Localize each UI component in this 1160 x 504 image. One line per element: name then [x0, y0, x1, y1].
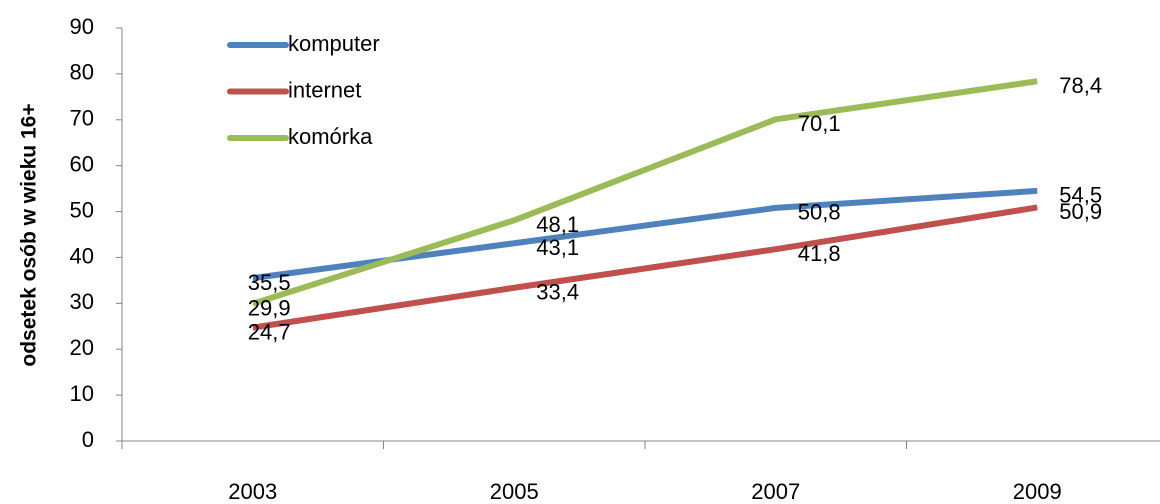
- legend-label: komputer: [288, 31, 380, 56]
- x-tick-label: 2003: [228, 479, 277, 504]
- data-label: 50,8: [798, 200, 841, 225]
- data-label: 54,5: [1059, 183, 1102, 208]
- data-label: 35,5: [248, 270, 291, 295]
- data-label: 24,7: [248, 319, 291, 344]
- data-label: 29,9: [248, 296, 291, 321]
- data-label: 43,1: [536, 235, 579, 260]
- y-tick-label: 50: [70, 197, 94, 222]
- x-tick-label: 2007: [751, 479, 800, 504]
- data-label: 50,9: [1059, 199, 1102, 224]
- y-tick-label: 10: [70, 381, 94, 406]
- data-label: 48,1: [536, 212, 579, 237]
- data-label: 78,4: [1059, 73, 1102, 98]
- y-tick-label: 60: [70, 151, 94, 176]
- x-tick-label: 2005: [490, 479, 539, 504]
- y-tick-label: 40: [70, 243, 94, 268]
- legend-label: internet: [288, 77, 361, 102]
- y-tick-label: 30: [70, 289, 94, 314]
- data-label: 33,4: [536, 280, 579, 305]
- y-tick-label: 70: [70, 106, 94, 131]
- data-label: 70,1: [798, 111, 841, 136]
- legend-label: komórka: [288, 124, 373, 149]
- data-label: 41,8: [798, 241, 841, 266]
- y-tick-label: 20: [70, 335, 94, 360]
- y-tick-label: 0: [82, 427, 94, 452]
- y-tick-label: 80: [70, 60, 94, 85]
- y-axis-title: odsetek osób w wieku 16+: [18, 103, 41, 366]
- series-line: [251, 78, 1038, 307]
- series-line: [252, 204, 1038, 331]
- x-tick-label: 2009: [1013, 479, 1062, 504]
- y-tick-label: 90: [70, 14, 94, 39]
